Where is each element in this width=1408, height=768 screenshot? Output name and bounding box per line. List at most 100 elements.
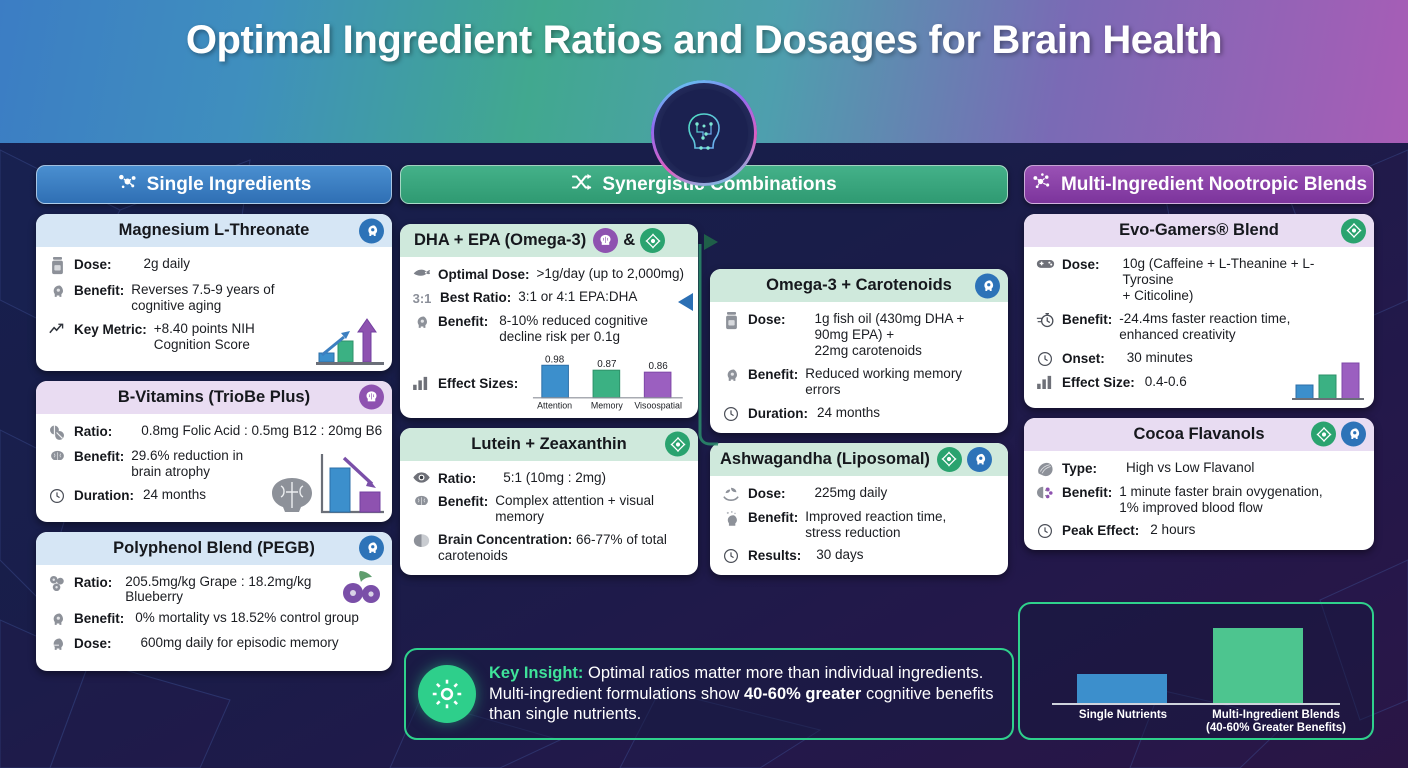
ratio-3-1-text: 3:1: [412, 291, 432, 306]
card-title: Polyphenol Blend (PEGB): [113, 538, 315, 557]
row-value: High vs Low Flavanol: [1126, 459, 1255, 475]
row-label: Benefit:: [438, 493, 489, 509]
bar-multi-ingredient-blends: [1213, 628, 1303, 704]
chart-evogamers-trend: [1292, 362, 1364, 400]
card-body: Ratio: 0.8mg Folic Acid : 0.5mg B12 : 20…: [36, 414, 392, 522]
key-insight-panel: Key Insight: Optimal ratios matter more …: [404, 648, 1014, 740]
row-value: -24.4ms faster reaction time, enhanced c…: [1119, 310, 1291, 342]
clock-icon: [1035, 350, 1055, 367]
row-key-metric: Key Metric: +8.40 points NIH Cognition S…: [47, 321, 381, 353]
bar-label-single-nutrients: Single Nutrients: [1078, 709, 1168, 721]
row-value-line2: 1% improved blood flow: [1119, 499, 1263, 515]
card-badges: [975, 273, 1000, 298]
card-body: Dose: 10g (Caffeine + L-Theanine + L-Tyr…: [1024, 247, 1374, 408]
bar-value-label: 0.86: [649, 361, 669, 372]
row-value-line2: Blueberry: [125, 589, 184, 605]
row-label: Benefit:: [74, 448, 125, 464]
row-label: Benefit:: [1062, 311, 1113, 327]
card-body: Optimal Dose: >1g/day (up to 2,000mg) 3:…: [400, 257, 698, 418]
card-polyphenol-blend[interactable]: Polyphenol Blend (PEGB) Ratio:: [36, 531, 392, 672]
row-value: >1g/day (up to 2,000mg): [536, 266, 684, 281]
shuffle-icon: [571, 172, 593, 198]
bar-value-label: 0.87: [598, 359, 617, 370]
row-ratio: Ratio: 205.5mg/kg Grape : 18.2mg/kg Blue…: [47, 574, 381, 606]
card-badges: [359, 384, 384, 410]
chart-effect-sizes: 0.98 0.87 0.86 Attention Memory Vi: [533, 354, 684, 410]
card-header: Cocoa Flavanols: [1024, 417, 1374, 451]
row-value: 205.5mg/kg Grape : 18.2mg/kg Blueberry: [125, 574, 311, 606]
row-dose: Dose: 10g (Caffeine + L-Theanine + L-Tyr…: [1035, 256, 1363, 304]
key-insight-body-b: cognitive benefits than single nutrients…: [489, 684, 994, 724]
berry-decorative-icon: [343, 570, 380, 603]
target-green-icon: [665, 431, 690, 457]
brain-head-blue-icon: [975, 273, 1000, 298]
brain-icon: [47, 448, 67, 464]
row-label: Ratio:: [74, 574, 113, 590]
card-evo-gamers-blend[interactable]: Evo-Gamers® Blend Dose: 10g: [1024, 214, 1374, 408]
row-value: Improved reaction time, stress reduction: [805, 508, 947, 540]
row-benefit: Benefit: Improved reaction time, stress …: [721, 509, 997, 541]
brain-head-icon: [411, 313, 431, 331]
card-title: Cocoa Flavanols: [1133, 424, 1265, 443]
card-title: Lutein + Zeaxanthin: [471, 434, 627, 453]
row-label: Brain Concentration:: [438, 531, 573, 547]
card-omega3-carotenoids[interactable]: Omega-3 + Carotenoids: [710, 269, 1008, 433]
bar-chart-icon: [411, 375, 431, 391]
clock-icon: [721, 547, 741, 564]
row-value-line2: + Citicoline): [1122, 287, 1194, 303]
brain-head-blue-icon: [966, 446, 992, 472]
row-label: Key Metric:: [74, 321, 147, 337]
molecule-icon: [117, 171, 138, 198]
section-header-blends[interactable]: Multi-Ingredient Nootropic Blends: [1024, 165, 1374, 204]
row-ratio: Ratio: 0.8mg Folic Acid : 0.5mg B12 : 20…: [47, 422, 383, 441]
card-magnesium-l-threonate[interactable]: Magnesium L-Threonate Dose: 2g daily: [36, 214, 392, 371]
row-label: Benefit:: [1062, 484, 1113, 500]
supplement-jar-icon: [47, 256, 67, 275]
supplement-jar-icon: [721, 311, 741, 330]
brain-half-icon: [411, 532, 431, 549]
card-body: Dose: 225mg daily Benefit: Improved reac…: [710, 476, 1008, 576]
card-dha-epa[interactable]: DHA + EPA (Omega-3) &: [400, 224, 698, 418]
row-value: Complex attention + visual memory: [495, 492, 654, 524]
card-badges: [936, 446, 992, 472]
row-label: Results:: [748, 548, 802, 564]
brain-head-icon: [47, 635, 67, 653]
row-value: 0.8mg Folic Acid : 0.5mg B12 : 20mg B6: [141, 422, 383, 438]
card-body: Dose: 2g daily Benefit: Reverses 7.5-9 y…: [36, 247, 392, 371]
brain-head-blue-icon: [1341, 421, 1366, 447]
row-peak-effect: Peak Effect: 2 hours: [1035, 522, 1363, 539]
bar-value-label: 0.98: [545, 354, 565, 365]
brain-head-blue-icon: [359, 218, 384, 243]
card-title-suffix: &: [623, 231, 636, 249]
card-title: Omega-3 + Carotenoids: [766, 276, 952, 294]
card-title: DHA + EPA (Omega-3): [414, 231, 587, 249]
pills-icon: [47, 423, 67, 441]
section-header-single[interactable]: Single Ingredients: [36, 165, 392, 204]
row-label: Onset:: [1062, 350, 1105, 366]
molecule-cluster-icon: [1031, 171, 1052, 198]
bar-label-multi-blends: Multi-Ingredient Blends (40-60% Greater …: [1186, 709, 1366, 735]
gamepad-icon: [1035, 256, 1055, 270]
row-label: Dose:: [748, 485, 786, 501]
column-single-ingredients: Single Ingredients Magnesium L-Threonate: [36, 165, 392, 681]
row-type: Type: High vs Low Flavanol: [1035, 460, 1363, 477]
row-label: Benefit:: [74, 611, 125, 627]
row-label: Dose:: [74, 636, 112, 652]
row-value: 30 minutes: [1126, 349, 1193, 365]
card-badges: [1311, 421, 1366, 447]
card-cocoa-flavanols[interactable]: Cocoa Flavanols: [1024, 417, 1374, 551]
target-green-icon: [1341, 218, 1366, 243]
key-insight-emphasis: 40-60% greater: [743, 684, 862, 703]
card-ashwagandha[interactable]: Ashwagandha (Liposomal): [710, 442, 1008, 576]
card-body: Ratio: 5:1 (10mg : 2mg) Benefit: Complex…: [400, 461, 698, 575]
row-results: Results: 30 days: [721, 547, 997, 564]
fish-icon: [411, 266, 431, 280]
card-lutein-zeaxanthin[interactable]: Lutein + Zeaxanthin: [400, 427, 698, 575]
card-b-vitamins[interactable]: B-Vitamins (TrioBe Plus) Ratio: 0.8mg Fo…: [36, 380, 392, 522]
row-value: +8.40 points NIH Cognition Score: [153, 320, 255, 352]
target-green-icon: [936, 446, 962, 472]
row-value: Brain Concentration: 66-77% of total car…: [438, 532, 668, 564]
bar-category-label: Attention: [537, 400, 572, 410]
card-header: Lutein + Zeaxanthin: [400, 427, 698, 461]
card-title: Ashwagandha (Liposomal): [720, 449, 930, 468]
